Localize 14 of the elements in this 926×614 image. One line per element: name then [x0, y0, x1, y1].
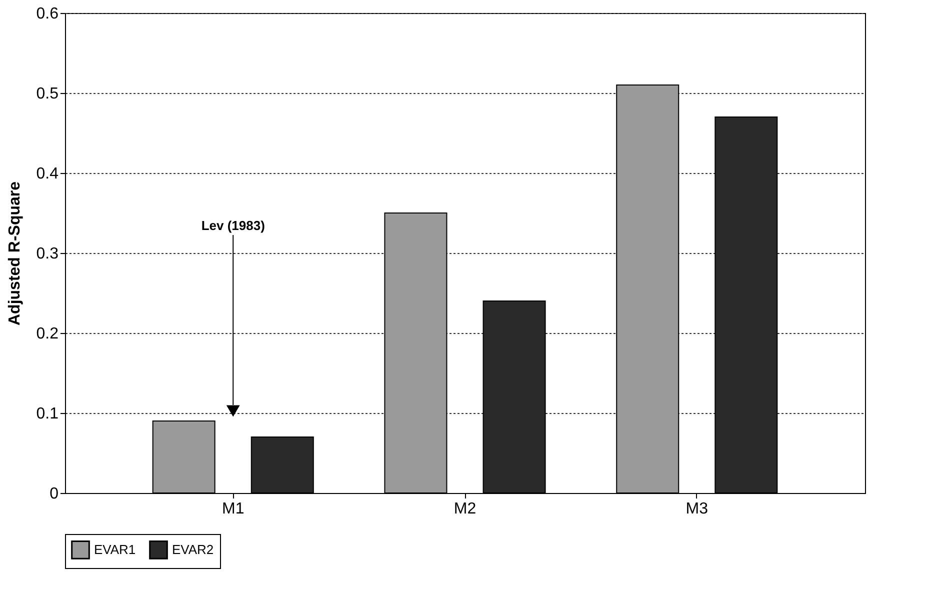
y-axis-title: Adjusted R-Square [6, 181, 24, 326]
y-tick-label: 0.5 [36, 86, 59, 102]
legend-label: EVAR2 [172, 542, 214, 557]
y-tick-label: 0.2 [36, 326, 59, 342]
y-tick-label: 0.1 [36, 406, 59, 422]
annotation: Lev (1983) [201, 218, 265, 233]
x-tick-label: M2 [454, 500, 476, 518]
y-tick-label: 0.3 [36, 246, 59, 262]
x-tick-label: M1 [222, 500, 244, 518]
y-tick-label: 0 [50, 486, 59, 502]
x-tick-label: M3 [686, 500, 708, 518]
legend-label: EVAR1 [94, 542, 136, 557]
y-tick-label: 0.6 [36, 6, 59, 22]
y-tick-label: 0.4 [36, 166, 59, 182]
